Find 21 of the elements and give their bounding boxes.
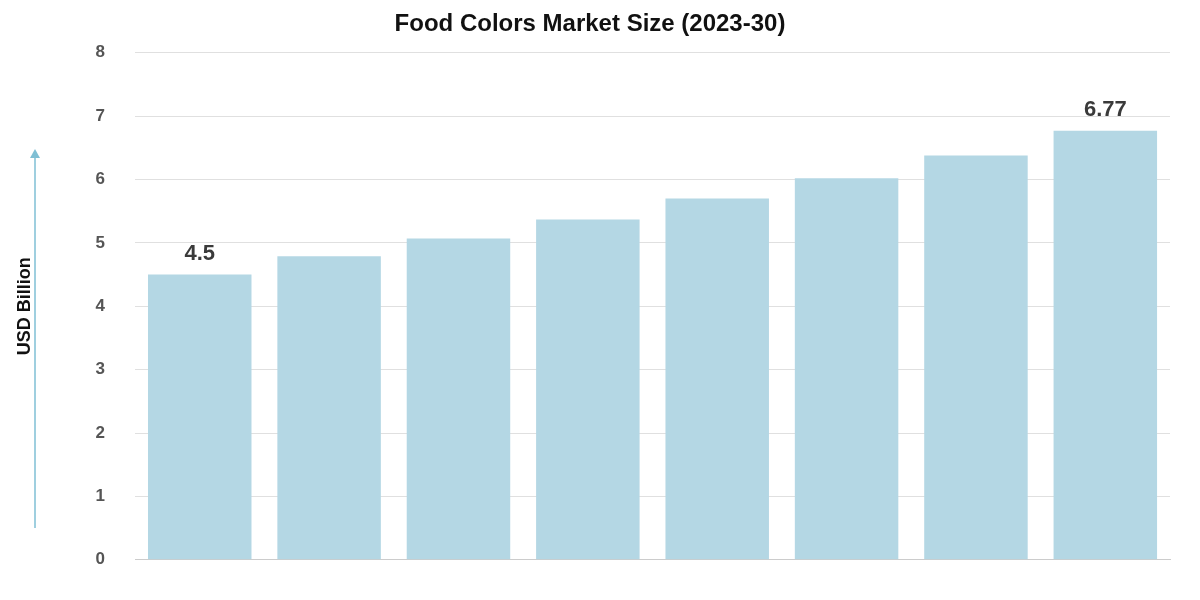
data-label: 4.5 [184,239,216,265]
bar [924,155,1028,560]
bar [1053,130,1158,560]
bar [147,274,252,560]
bar [665,198,769,560]
data-label: 6.77 [1083,95,1127,121]
y-tick-label: 8 [95,42,106,62]
y-tick-label: 5 [95,232,106,252]
y-tick-label: 4 [95,295,106,315]
y-tick-label: 6 [95,169,106,189]
bar [536,219,640,560]
chart-title: Food Colors Market Size (2023-30) [394,9,786,37]
bar [794,178,899,560]
bar [277,256,381,560]
y-tick-label: 1 [95,486,106,506]
y-tick-label: 2 [95,422,106,442]
y-axis-title: USD Billion [13,257,34,356]
y-tick-label: 7 [95,105,106,125]
y-tick-label: 0 [95,549,106,569]
y-tick-label: 3 [95,359,106,379]
bar [406,238,511,560]
